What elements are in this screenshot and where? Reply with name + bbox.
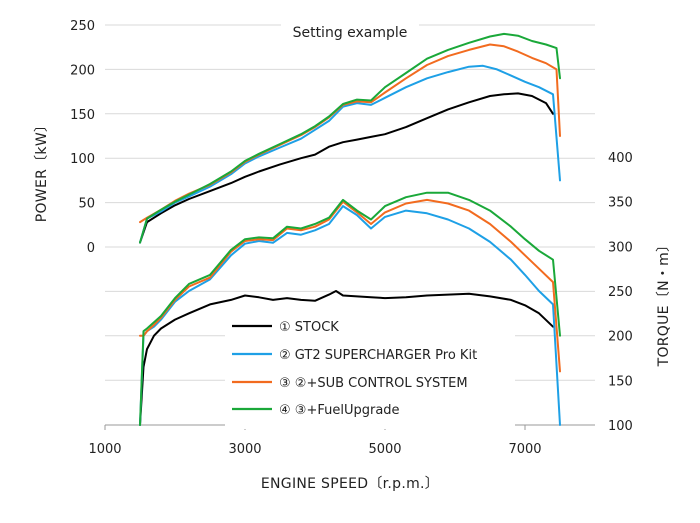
x-tick-label: 1000 xyxy=(88,442,121,457)
y-right-tick-label: 150 xyxy=(608,374,633,389)
legend-box xyxy=(225,311,515,429)
y-left-axis-title: POWER〔kW〕 xyxy=(34,118,50,223)
x-tick-label: 7000 xyxy=(508,442,541,457)
torque-line-3 xyxy=(139,198,561,373)
power-line-4 xyxy=(139,32,561,244)
legend-label-stock: ① STOCK xyxy=(279,320,339,335)
x-axis-title: ENGINE SPEED〔r.p.m.〕 xyxy=(261,476,439,492)
y-left-tick-label: 150 xyxy=(70,108,95,123)
series-layer xyxy=(139,32,561,426)
y-right-tick-label: 350 xyxy=(608,196,633,211)
torque-line-1 xyxy=(139,290,554,426)
y-left-tick-label: 0 xyxy=(87,241,95,256)
y-left-tick-label: 200 xyxy=(70,63,95,78)
y-right-tick-label: 300 xyxy=(608,240,633,255)
torque-line-2 xyxy=(139,205,561,426)
y-left-tick-label: 100 xyxy=(70,152,95,167)
chart-title: Setting example xyxy=(293,25,408,41)
title-box xyxy=(281,18,419,44)
y-left-tick-label: 50 xyxy=(78,197,95,212)
x-tick-label: 5000 xyxy=(368,442,401,457)
torque-line-4 xyxy=(139,191,561,426)
y-left-tick-label: 250 xyxy=(70,19,95,34)
y-right-tick-label: 250 xyxy=(608,285,633,300)
legend-label-fuel: ④ ③+FuelUpgrade xyxy=(279,403,400,418)
y-right-tick-label: 100 xyxy=(608,419,633,434)
x-tick-label: 3000 xyxy=(228,442,261,457)
y-right-tick-label: 400 xyxy=(608,151,633,166)
legend-label-sub-control: ③ ②+SUB CONTROL SYSTEM xyxy=(279,376,468,391)
axis-layer: 1000 3000 5000 7000 0 50 100 150 200 250 100 150 200… xyxy=(70,19,633,457)
power-line-3 xyxy=(139,43,561,224)
y-right-tick-label: 200 xyxy=(608,330,633,345)
y-right-axis-title: TORQUE〔N・m〕 xyxy=(656,238,672,368)
power-line-2 xyxy=(139,64,561,244)
legend-label-gt2: ② GT2 SUPERCHARGER Pro Kit xyxy=(279,348,477,363)
power-line-1 xyxy=(139,92,554,244)
legend: ① STOCK ② GT2 SUPERCHARGER Pro Kit ③ ②+S… xyxy=(225,311,515,429)
